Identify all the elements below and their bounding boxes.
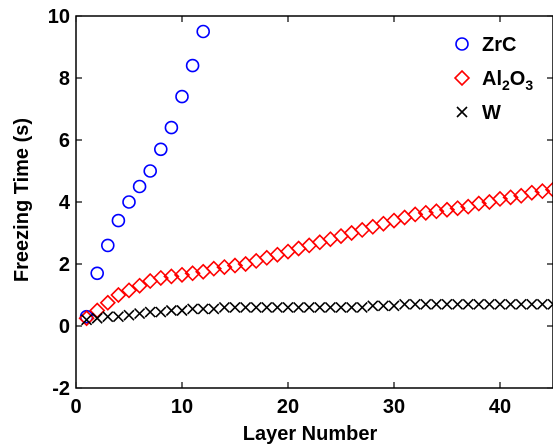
data-point-w (102, 311, 114, 323)
y-tick-label: 0 (59, 316, 70, 338)
data-point-w (536, 298, 548, 310)
data-point-w (282, 301, 294, 313)
data-point-zrc (154, 142, 168, 157)
data-point-w (314, 301, 326, 313)
legend-marker-zrc (455, 37, 469, 51)
data-point-w (197, 303, 209, 315)
data-point-zrc (185, 58, 200, 73)
legend-marker-w (456, 106, 468, 118)
data-point-w (134, 308, 146, 320)
data-point-w (144, 306, 156, 318)
data-point-w (452, 298, 464, 310)
data-point-w (526, 298, 538, 310)
x-tick-label: 10 (171, 396, 193, 418)
data-point-w (303, 301, 315, 313)
data-point-w (250, 301, 262, 313)
data-point-w (473, 298, 485, 310)
y-tick-label: 2 (59, 254, 70, 276)
data-point-w (229, 301, 241, 313)
data-point-w (367, 300, 379, 312)
data-point-w (483, 298, 495, 310)
data-point-zrc (132, 179, 147, 194)
data-point-zrc (122, 195, 136, 209)
data-point-w (293, 301, 305, 313)
data-point-w (165, 304, 177, 317)
data-point-zrc (175, 89, 189, 104)
x-tick-label: 20 (277, 396, 299, 418)
x-tick-label: 30 (383, 396, 405, 418)
data-point-w (547, 298, 553, 310)
y-axis-label: Freezing Time (s) (11, 118, 33, 282)
data-point-w (271, 301, 283, 313)
data-point-w (335, 301, 347, 313)
data-point-w (155, 306, 167, 318)
data-point-w (218, 301, 230, 313)
x-tick-label: 0 (70, 396, 81, 418)
data-point-w (261, 301, 273, 313)
data-point-al2o3 (120, 282, 138, 299)
data-point-w (377, 300, 389, 312)
data-point-zrc (196, 24, 210, 39)
data-point-w (420, 298, 432, 310)
legend-label-zrc: ZrC (482, 34, 516, 56)
data-point-w (240, 301, 252, 313)
data-point-al2o3 (110, 286, 127, 304)
data-point-w (123, 309, 135, 321)
data-point-zrc (90, 266, 104, 281)
data-point-al2o3 (544, 181, 553, 198)
legend: ZrC Al2O3 W (453, 34, 533, 124)
y-tick-label: 4 (59, 192, 71, 214)
data-point-w (187, 303, 199, 315)
data-point-w (494, 298, 506, 310)
data-point-w (324, 301, 336, 313)
y-tick-label: -2 (52, 378, 70, 400)
legend-label-al2o3: Al2O3 (482, 68, 533, 93)
series-w (81, 298, 553, 326)
y-tick-label: 10 (48, 6, 70, 28)
data-point-al2o3 (131, 277, 148, 294)
y-tick-label: 6 (59, 130, 70, 152)
data-point-zrc (164, 120, 179, 135)
data-point-w (346, 301, 358, 313)
data-point-al2o3 (99, 294, 116, 311)
y-tick-label: 8 (59, 68, 70, 90)
data-point-w (208, 303, 220, 315)
data-point-zrc (143, 164, 157, 178)
data-point-w (356, 301, 368, 313)
data-point-w (441, 298, 453, 310)
data-point-w (388, 300, 400, 312)
plot-area (78, 24, 553, 327)
legend-label-w: W (482, 102, 501, 124)
x-axis-label: Layer Number (243, 423, 378, 445)
data-point-zrc (101, 238, 115, 253)
series-zrc (79, 24, 210, 324)
x-tick-label: 40 (489, 396, 511, 418)
data-point-w (430, 298, 442, 310)
data-point-w (112, 311, 124, 323)
data-point-w (399, 298, 411, 310)
data-point-w (81, 314, 93, 326)
data-point-w (409, 298, 421, 310)
data-point-w (462, 298, 474, 310)
legend-marker-al2o3 (453, 69, 471, 87)
data-point-w (176, 304, 188, 317)
data-point-w (91, 312, 103, 324)
data-point-zrc (111, 213, 126, 228)
data-point-w (505, 298, 517, 310)
data-point-w (515, 298, 527, 310)
